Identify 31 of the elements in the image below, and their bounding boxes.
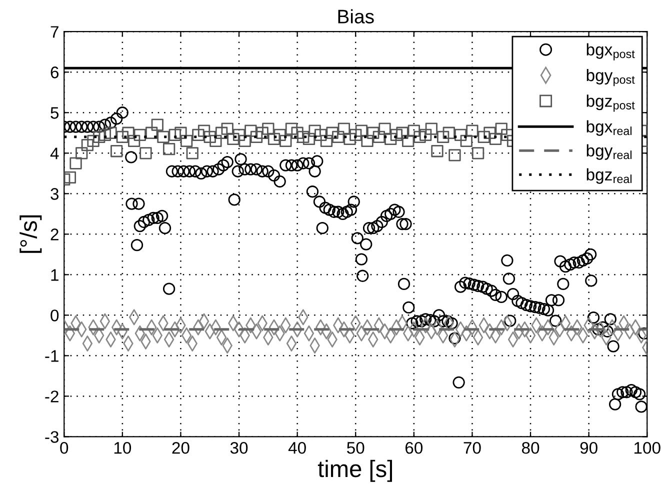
x-tick-label: 50	[347, 442, 364, 454]
y-tick-label: 7	[50, 26, 58, 38]
chart-title: Bias	[338, 9, 374, 24]
y-tick-label: -1	[45, 350, 58, 362]
x-tick-label: 100	[634, 442, 660, 454]
y-tick-label: 5	[50, 107, 59, 119]
x-tick-label: 40	[288, 442, 306, 454]
y-tick-label: 3	[50, 188, 59, 200]
legend-label: bgy$_{real}$	[586, 144, 632, 160]
x-tick-label: 20	[172, 442, 190, 454]
y-tick-label: 4	[50, 148, 59, 160]
x-axis-title: time [s]	[318, 460, 392, 482]
x-tick-label: 10	[114, 442, 132, 454]
x-tick-label: 0	[60, 442, 68, 454]
y-tick-label: 2	[50, 228, 58, 240]
y-tick-label: 0	[50, 310, 59, 322]
y-tick-label: -2	[45, 390, 58, 402]
y-tick-label: 1	[51, 269, 58, 281]
x-tick-label: 70	[464, 442, 481, 454]
legend-label: bgy$_{post}$	[586, 68, 635, 86]
x-tick-label: 80	[522, 442, 540, 454]
x-tick-label: 90	[580, 442, 598, 454]
x-tick-label: 30	[230, 442, 248, 454]
x-tick-label: 60	[405, 442, 423, 454]
legend-label: bgz$_{post}$	[586, 94, 635, 112]
y-axis-title: [°/s]	[20, 215, 42, 253]
legend-label: bgz$_{real}$	[586, 168, 632, 184]
legend-label: bgx$_{post}$	[586, 43, 635, 60]
legend-label: bgx$_{real}$	[586, 120, 632, 136]
y-tick-label: 6	[50, 66, 59, 78]
y-tick-label: -3	[45, 431, 59, 443]
